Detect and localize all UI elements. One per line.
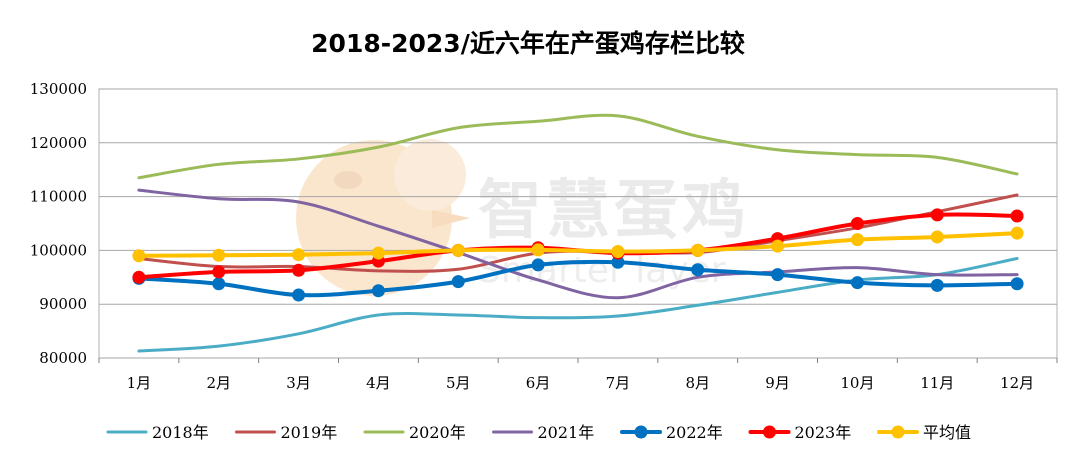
series-lines (132, 113, 1024, 353)
x-tick-label: 1月 (127, 374, 152, 392)
data-point (611, 255, 625, 269)
legend-item: 2018年 (106, 423, 209, 442)
legend-item: 2019年 (235, 423, 338, 442)
data-point (371, 284, 385, 298)
legend-label: 2020年 (409, 423, 466, 442)
data-point (930, 208, 944, 222)
data-point (691, 243, 705, 257)
legend-item: 2021年 (492, 423, 595, 442)
series-0 (137, 256, 1019, 353)
x-tick-label: 3月 (286, 374, 311, 392)
data-point (451, 243, 465, 257)
data-point (132, 249, 146, 263)
data-point (691, 263, 705, 277)
y-axis-ticks: 80000 90000 100000 110000 120000 130000 (30, 80, 87, 367)
y-tick-label: 80000 (39, 349, 87, 367)
legend-item: 平均值 (877, 423, 971, 442)
data-point (212, 265, 226, 279)
data-point (850, 276, 864, 290)
legend-marker (763, 425, 776, 439)
plot-area (98, 88, 1058, 359)
data-point (1010, 226, 1024, 240)
series-line (137, 256, 1019, 353)
y-tick-label: 100000 (30, 241, 87, 259)
x-tick-label: 8月 (685, 374, 710, 392)
x-axis-ticks: 1月 2月 3月 4月 5月 6月 7月 8月 9月 10月 11月 12月 (98, 358, 1058, 392)
data-point (292, 248, 306, 262)
data-point (1010, 209, 1024, 223)
legend-label: 2023年 (795, 423, 852, 442)
data-point (930, 230, 944, 244)
x-tick-label: 6月 (526, 374, 551, 392)
data-point (850, 233, 864, 247)
legend-marker (634, 425, 648, 439)
data-point (930, 278, 944, 292)
data-point (132, 270, 146, 284)
data-point (771, 239, 785, 253)
y-tick-label: 90000 (39, 295, 87, 313)
x-tick-label: 7月 (606, 374, 631, 392)
legend: 2018年 2019年 2020年 2021年 2022年 2023年 平均值 (106, 423, 971, 442)
x-tick-label: 2月 (206, 374, 231, 392)
legend-item: 2023年 (748, 423, 852, 442)
x-tick-label: 9月 (765, 374, 790, 392)
legend-item: 2020年 (363, 423, 466, 442)
series-line (137, 188, 1019, 300)
y-tick-label: 130000 (30, 80, 87, 98)
series-6 (132, 226, 1024, 263)
series-line (136, 231, 1020, 258)
legend-marker (891, 425, 905, 439)
data-point (1010, 277, 1024, 291)
data-point (771, 268, 785, 282)
x-tick-label: 5月 (446, 374, 471, 392)
data-point (531, 258, 545, 272)
series-2 (137, 113, 1019, 180)
data-point (611, 244, 625, 258)
legend-label: 平均值 (923, 423, 971, 442)
x-tick-label: 12月 (1000, 374, 1034, 392)
data-point (212, 277, 226, 291)
data-point (292, 263, 306, 277)
x-tick-label: 10月 (840, 374, 874, 392)
data-point (531, 243, 545, 257)
x-tick-label: 11月 (920, 374, 954, 392)
x-tick-label: 4月 (366, 374, 391, 392)
data-point (371, 246, 385, 260)
data-point (850, 217, 864, 230)
data-point (212, 248, 226, 262)
legend-label: 2021年 (538, 423, 595, 442)
watermark-text-cn: 智慧蛋鸡 (478, 174, 750, 248)
legend-label: 2019年 (281, 423, 338, 442)
data-point (451, 275, 465, 289)
chart-title: 2018-2023/近六年在产蛋鸡存栏比较 (311, 29, 745, 58)
y-tick-label: 110000 (30, 188, 87, 206)
legend-label: 2022年 (666, 423, 723, 442)
series-3 (137, 188, 1019, 300)
legend-label: 2018年 (152, 423, 209, 442)
data-point (292, 288, 306, 302)
series-line (137, 113, 1019, 180)
legend-item: 2022年 (620, 423, 723, 442)
y-tick-label: 120000 (30, 134, 87, 152)
